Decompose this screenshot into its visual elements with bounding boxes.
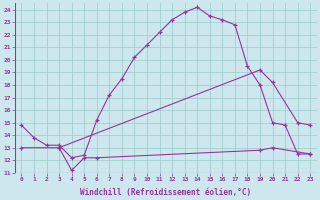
X-axis label: Windchill (Refroidissement éolien,°C): Windchill (Refroidissement éolien,°C) [80,188,252,197]
